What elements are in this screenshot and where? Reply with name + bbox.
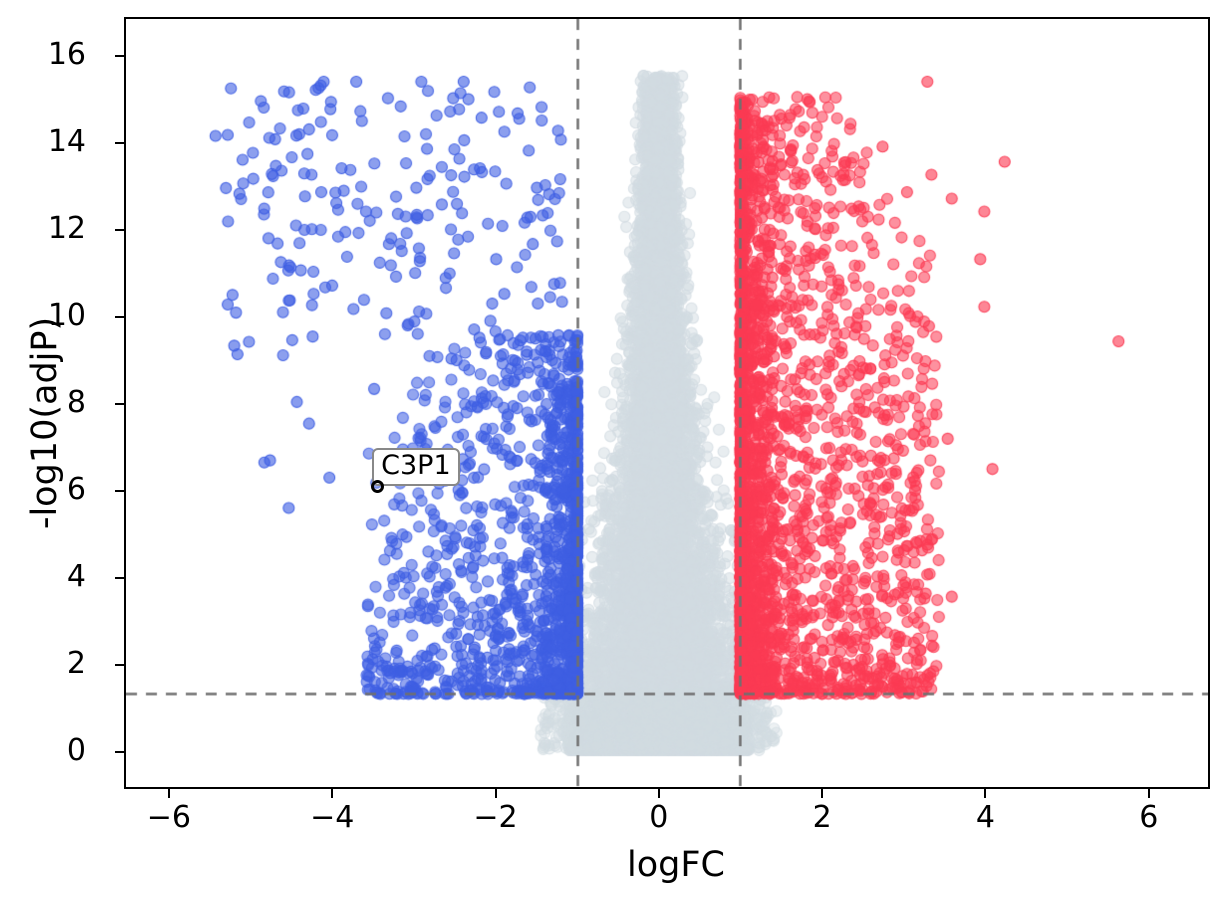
y-tick-mark [115, 490, 124, 493]
highlighted-gene-point [370, 480, 384, 494]
gene-label-c3p1: C3P1 [372, 447, 460, 487]
y-tick-label: 4 [66, 559, 86, 595]
y-tick-label: 14 [47, 124, 86, 160]
plot-axes-frame [124, 17, 1210, 789]
y-axis-label: -log10(adjP) [25, 316, 65, 530]
x-tick-label: −2 [473, 800, 518, 835]
x-tick-mark [657, 789, 660, 798]
y-tick-label: 8 [66, 385, 86, 421]
y-tick-mark [115, 55, 124, 58]
y-tick-mark [115, 664, 124, 667]
y-tick-mark [115, 403, 124, 406]
y-tick-label: 2 [66, 646, 86, 682]
x-tick-mark [821, 789, 824, 798]
x-tick-label: 4 [975, 800, 995, 835]
y-tick-mark [115, 577, 124, 580]
x-tick-mark [1147, 789, 1150, 798]
y-tick-label: 16 [47, 37, 86, 73]
y-tick-label: 10 [47, 298, 86, 334]
y-tick-mark [115, 316, 124, 319]
y-tick-label: 0 [66, 733, 86, 769]
x-tick-mark [984, 789, 987, 798]
x-axis-label: logFC [0, 845, 1228, 885]
x-tick-label: −4 [310, 800, 355, 835]
x-tick-mark [331, 789, 334, 798]
x-tick-label: 0 [649, 800, 669, 835]
x-tick-mark [167, 789, 170, 798]
y-tick-mark [115, 229, 124, 232]
y-tick-mark [115, 751, 124, 754]
y-tick-label: 6 [66, 472, 86, 508]
x-axis-label-text: logFC [627, 845, 725, 885]
y-tick-mark [115, 142, 124, 145]
x-tick-label: 6 [1139, 800, 1159, 835]
y-tick-label: 12 [47, 211, 86, 247]
x-tick-mark [494, 789, 497, 798]
x-tick-label: 2 [812, 800, 832, 835]
scatter-points-canvas [126, 19, 1208, 787]
x-tick-label: −6 [146, 800, 192, 835]
